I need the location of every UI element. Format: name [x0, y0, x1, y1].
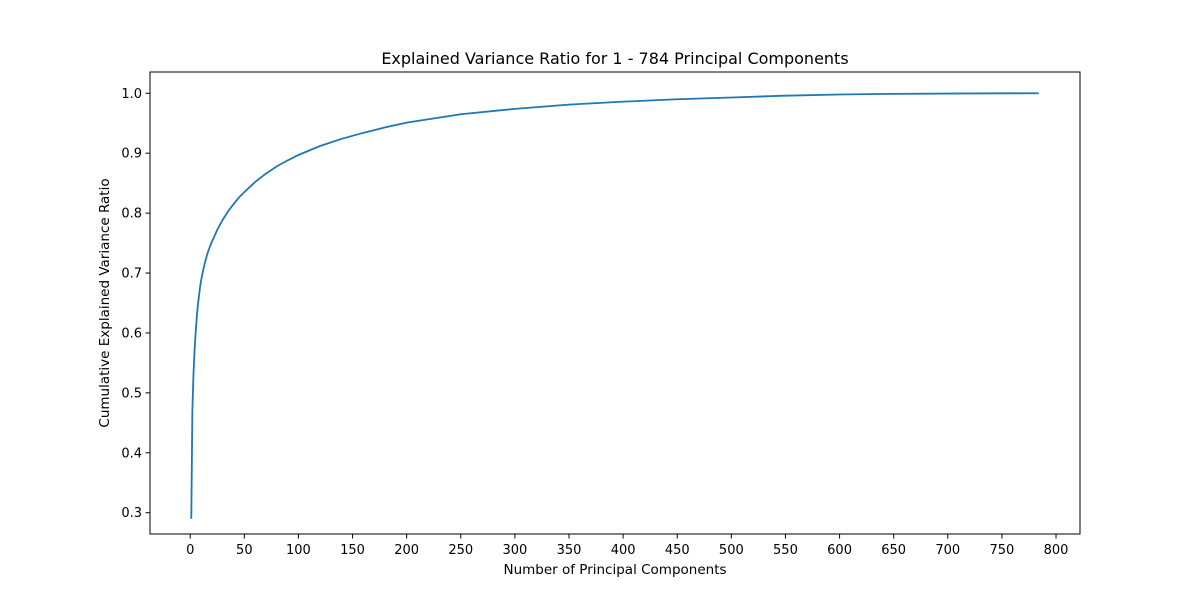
x-tick-label: 200 [394, 543, 419, 558]
series-line [190, 92, 1039, 519]
x-tick-label: 250 [448, 543, 473, 558]
x-tick-label: 550 [773, 543, 798, 558]
y-axis-label: Cumulative Explained Variance Ratio [97, 178, 113, 427]
x-tick-label: 450 [665, 543, 690, 558]
x-tick-label: 100 [286, 543, 311, 558]
x-tick-label: 150 [340, 543, 365, 558]
x-tick-label: 500 [719, 543, 744, 558]
y-tick-label: 0.6 [121, 326, 142, 341]
y-tick-label: 0.3 [121, 506, 142, 521]
y-tick-label: 0.5 [121, 386, 142, 401]
x-tick-label: 600 [827, 543, 852, 558]
x-tick-label: 0 [186, 543, 194, 558]
chart-title: Explained Variance Ratio for 1 - 784 Pri… [381, 49, 848, 68]
y-tick-label: 0.4 [121, 446, 142, 461]
x-tick-label: 650 [881, 543, 906, 558]
y-tick-label: 0.7 [121, 267, 142, 282]
plot-frame [149, 71, 1081, 535]
x-axis-label: Number of Principal Components [503, 562, 726, 578]
x-tick-label: 400 [611, 543, 636, 558]
y-tick-label: 1.0 [121, 87, 142, 102]
x-tick-label: 300 [502, 543, 527, 558]
x-tick-label: 750 [989, 543, 1014, 558]
y-tick-label: 0.9 [121, 147, 142, 162]
x-tick-label: 50 [236, 543, 253, 558]
y-tick-label: 0.8 [121, 207, 142, 222]
x-tick-label: 800 [1044, 543, 1069, 558]
x-tick-label: 350 [557, 543, 582, 558]
x-tick-label: 700 [935, 543, 960, 558]
